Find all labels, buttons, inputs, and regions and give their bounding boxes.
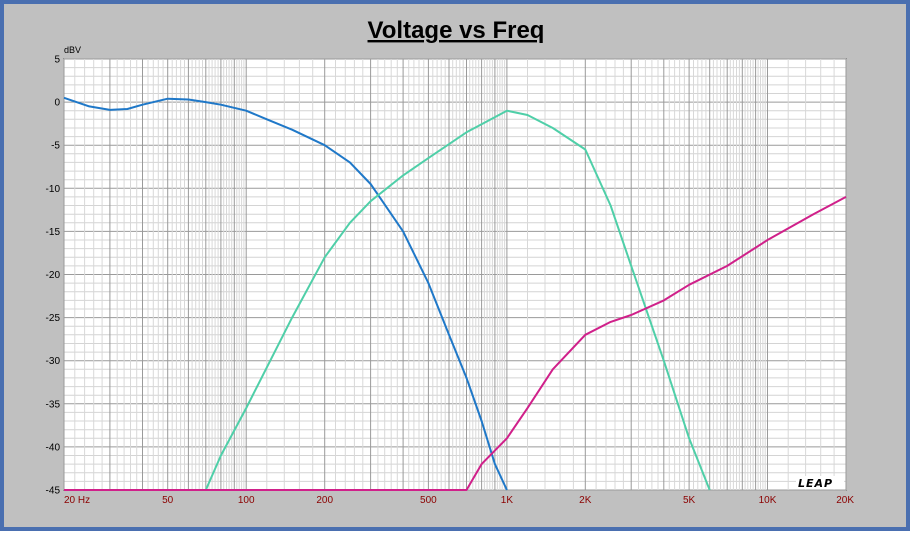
- x-tick-label: 2K: [579, 495, 592, 506]
- y-tick-label: 0: [54, 98, 60, 109]
- x-tick-label: 20K: [836, 495, 854, 506]
- series-line-2: [204, 109, 711, 491]
- x-tick-label: 500: [420, 495, 437, 506]
- series-line-1: [63, 96, 508, 491]
- y-tick-label: -15: [46, 227, 61, 238]
- y-tick-label: -45: [46, 486, 61, 497]
- y-tick-label: -30: [46, 356, 61, 367]
- series-layer: [63, 96, 847, 491]
- y-axis-unit: dBV: [64, 45, 81, 55]
- watermark-box: [796, 476, 844, 489]
- y-tick-label: -25: [46, 313, 61, 324]
- y-tick-labels: 5 0 -5 -10 -15 -20 -25 -30 -35 -40 -45: [46, 55, 61, 497]
- x-tick-labels: 20 Hz 50 100 200 500 1K 2K 5K 10K 20K: [64, 495, 854, 506]
- y-tick-label: -35: [46, 399, 61, 410]
- x-tick-label: 10K: [759, 495, 777, 506]
- x-tick-label: 20 Hz: [64, 495, 90, 506]
- x-tick-label: 100: [238, 495, 255, 506]
- x-tick-label: 50: [162, 495, 174, 506]
- y-tick-label: -5: [51, 141, 60, 152]
- y-tick-label: -10: [46, 184, 61, 195]
- leap-watermark: LEAP: [798, 477, 833, 490]
- y-tick-label: 5: [54, 55, 60, 66]
- y-tick-label: -20: [46, 270, 61, 281]
- y-tick-label: -40: [46, 442, 61, 453]
- x-tick-label: 5K: [683, 495, 696, 506]
- series-line-3: [64, 196, 847, 491]
- x-tick-label: 200: [316, 495, 333, 506]
- chart-title: Voltage vs Freq: [368, 17, 545, 44]
- x-tick-label: 1K: [501, 495, 514, 506]
